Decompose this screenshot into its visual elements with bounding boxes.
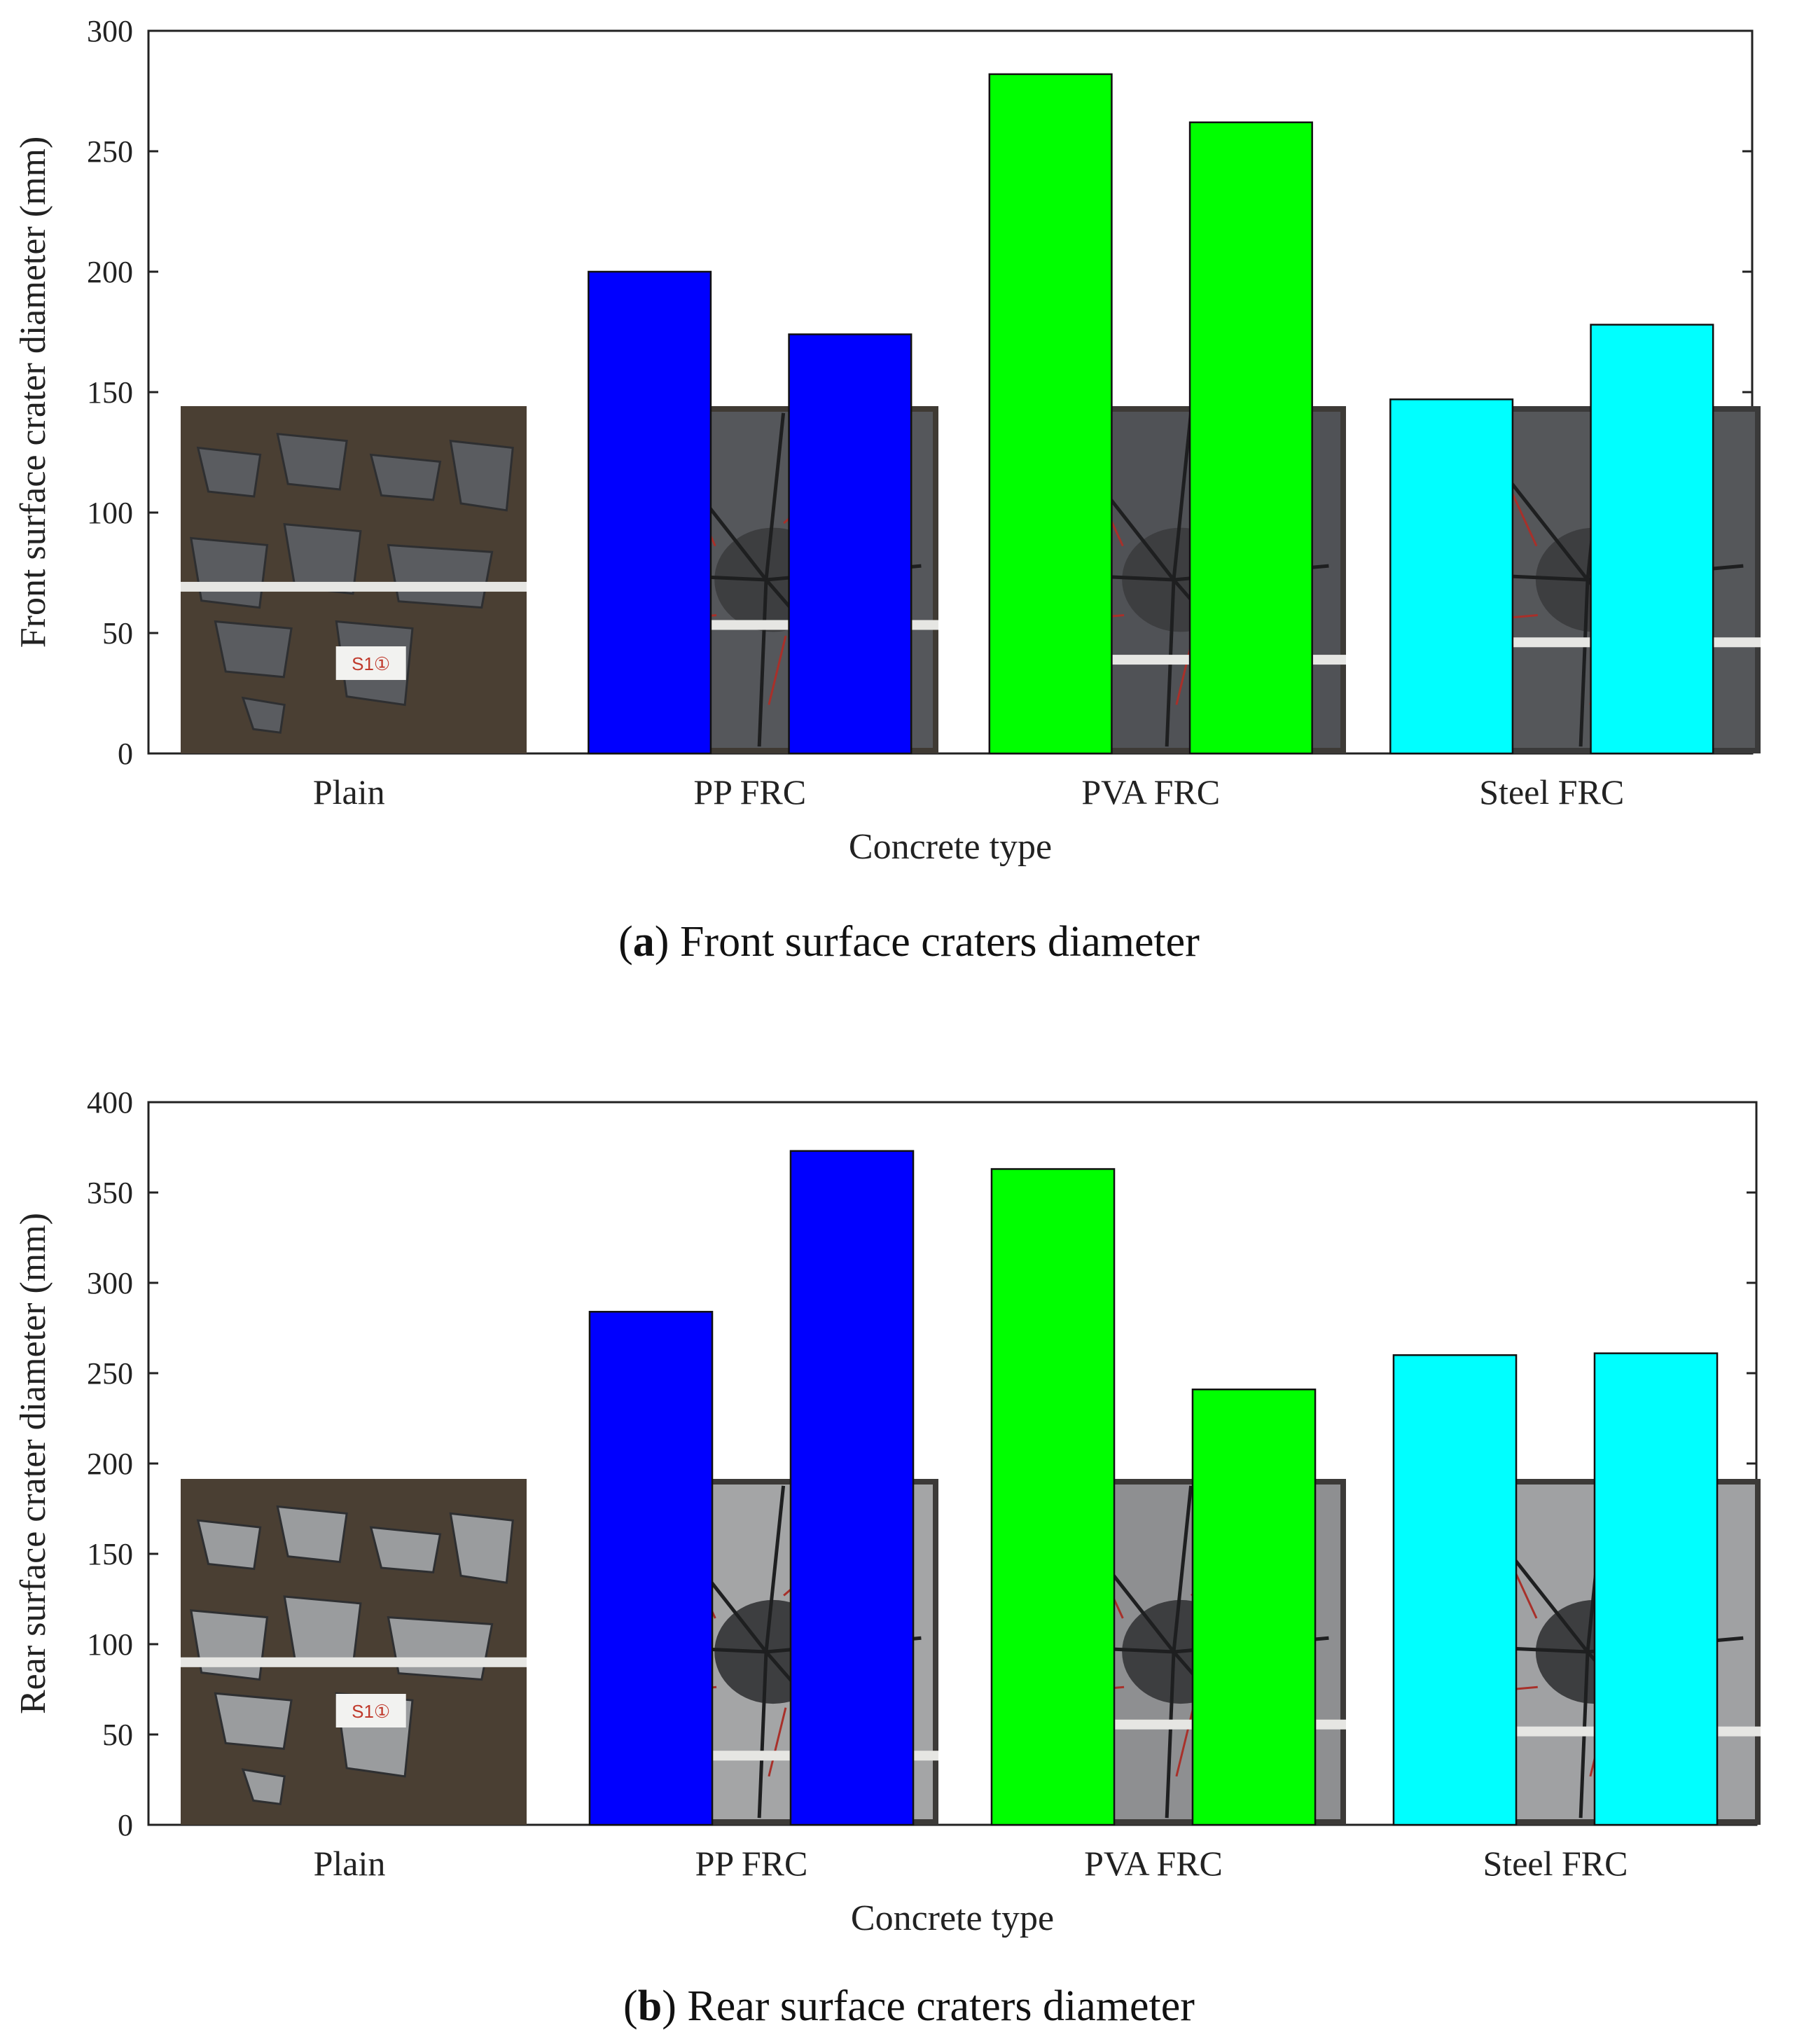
specimen-tag-label: S1① — [352, 653, 390, 674]
caption-letter: b — [638, 1982, 662, 2030]
x-axis: Plain PP FRC PVA FRC Steel FRC — [314, 1844, 1628, 1883]
crack — [757, 579, 768, 747]
marked-crack — [768, 635, 787, 705]
bar-pp-frc-2 — [789, 1150, 915, 1826]
y-tick-label: 150 — [87, 1537, 133, 1571]
concrete-fragment — [283, 522, 362, 595]
concrete-fragment — [369, 453, 442, 501]
x-tick-label: PP FRC — [695, 1844, 808, 1883]
y-tick-label: 350 — [87, 1176, 133, 1210]
caption-b: (b) Rear surface craters diameter — [623, 1982, 1195, 2030]
caption-text: Front surface craters diameter — [680, 918, 1200, 966]
measuring-tape — [181, 581, 527, 592]
concrete-fragment — [196, 446, 262, 498]
y-tick-label: 50 — [102, 1718, 133, 1752]
bar-pp-frc-2 — [788, 333, 913, 755]
concrete-fragment — [214, 620, 293, 679]
y-tick-label: 0 — [118, 737, 133, 771]
panel-b: 0 50 100 150 200 250 300 350 400 S1①S2①S3①S4① Pl… — [13, 1085, 1761, 2030]
concrete-fragment — [241, 1768, 286, 1806]
y-tick-label: 250 — [87, 134, 133, 169]
bar-steel-frc-1 — [1392, 1354, 1518, 1826]
specimen-photo: S1① — [181, 406, 527, 753]
bar-pva-frc-2 — [1188, 121, 1313, 755]
marked-crack — [1175, 1707, 1195, 1777]
crack — [1578, 579, 1590, 747]
bar-steel-frc-2 — [1590, 324, 1714, 755]
bars — [588, 1150, 1719, 1826]
x-tick-label: Steel FRC — [1483, 1844, 1628, 1883]
caption-letter: a — [633, 918, 655, 966]
x-axis: Plain PP FRC PVA FRC Steel FRC — [313, 772, 1624, 812]
crack — [1172, 1485, 1193, 1653]
marked-crack — [768, 1707, 787, 1777]
concrete-fragment — [276, 432, 348, 491]
concrete-fragment — [449, 439, 514, 512]
specimen-photos: S1①S2S3①S4① — [181, 406, 1761, 753]
concrete-fragment — [283, 1595, 362, 1667]
concrete-fragment — [214, 1692, 293, 1750]
bar-pva-frc-1 — [988, 73, 1113, 755]
concrete-fragment — [387, 1615, 494, 1681]
panel-a: 0 50 100 150 200 250 300 S1①S2S3①S4① Plain PP F… — [13, 14, 1761, 966]
bar-pva-frc-1 — [990, 1168, 1116, 1826]
y-axis-label: Rear surface crater diameter (mm) — [13, 1213, 53, 1714]
bars — [588, 73, 1714, 755]
y-tick-label: 100 — [87, 496, 133, 530]
concrete-fragment — [276, 1505, 348, 1564]
x-tick-label: PVA FRC — [1084, 1844, 1223, 1883]
y-tick-label: 400 — [87, 1085, 133, 1120]
crack — [1172, 412, 1193, 580]
y-tick-label: 100 — [87, 1627, 133, 1662]
x-tick-label: PP FRC — [693, 772, 806, 812]
concrete-fragment — [190, 1609, 269, 1681]
y-tick-label: 300 — [87, 14, 133, 48]
y-tick-label: 200 — [87, 255, 133, 289]
x-axis-label: Concrete type — [849, 827, 1052, 867]
crack — [764, 412, 786, 580]
specimen-tag — [335, 646, 406, 681]
y-tick-label: 300 — [87, 1266, 133, 1300]
bar-pva-frc-2 — [1191, 1388, 1317, 1826]
x-tick-label: Steel FRC — [1479, 772, 1624, 812]
y-tick-label: 0 — [118, 1808, 133, 1842]
y-tick-label: 150 — [87, 375, 133, 410]
y-tick-label: 200 — [87, 1447, 133, 1481]
concrete-fragment — [190, 536, 269, 609]
y-tick-label: 250 — [87, 1356, 133, 1391]
concrete-fragment — [196, 1519, 262, 1571]
caption-text: Rear surface craters diameter — [687, 1982, 1195, 2030]
concrete-fragment — [369, 1526, 442, 1573]
concrete-fragment — [387, 543, 494, 609]
crack — [1165, 1651, 1176, 1819]
caption-a: (a) Front surface craters diameter — [618, 918, 1200, 966]
crack — [764, 1485, 786, 1653]
y-axis: 0 50 100 150 200 250 300 350 400 — [87, 1085, 1756, 1842]
measuring-tape — [181, 1657, 527, 1667]
x-tick-label: PVA FRC — [1081, 772, 1220, 812]
bar-pp-frc-1 — [588, 270, 712, 755]
y-axis-label: Front surface crater diameter (mm) — [13, 137, 53, 648]
concrete-fragment — [449, 1512, 514, 1584]
specimen-photo: S1① — [181, 1479, 527, 1825]
concrete-fragment — [241, 696, 286, 734]
x-tick-label: Plain — [313, 772, 385, 812]
crack — [757, 1651, 768, 1819]
specimen-tag-label: S1① — [352, 1701, 390, 1722]
bar-pp-frc-1 — [588, 1311, 714, 1826]
bar-steel-frc-1 — [1389, 398, 1514, 755]
x-axis-label: Concrete type — [851, 1898, 1054, 1938]
y-axis: 0 50 100 150 200 250 300 — [87, 14, 1752, 771]
x-tick-label: Plain — [314, 1844, 386, 1883]
bar-steel-frc-2 — [1593, 1352, 1719, 1826]
y-tick-label: 50 — [102, 616, 133, 651]
specimen-photos: S1①S2①S3①S4① — [181, 1479, 1761, 1825]
specimen-tag — [335, 1693, 406, 1727]
